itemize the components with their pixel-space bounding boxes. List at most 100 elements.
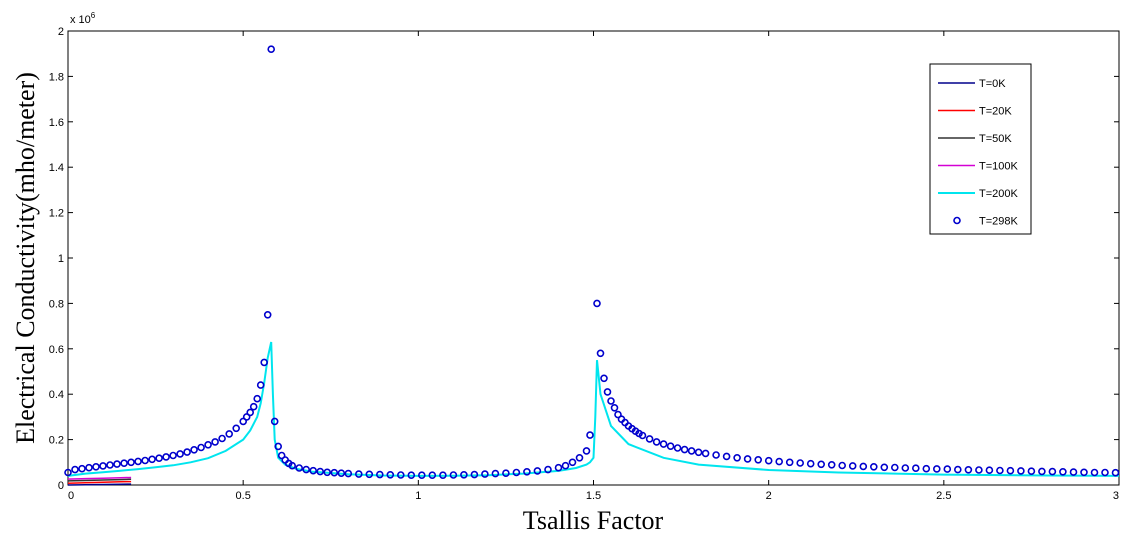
data-point (827, 460, 836, 469)
data-point (533, 467, 542, 475)
series-line-T=100K (67, 476, 132, 480)
data-point (701, 449, 710, 458)
data-point (1101, 468, 1109, 477)
data-point (561, 461, 570, 470)
data-point (155, 454, 163, 463)
data-point (1038, 467, 1046, 476)
x-tick-label-4: 2 (766, 490, 772, 502)
data-point (183, 448, 191, 456)
data-point (659, 440, 668, 448)
y-multiplier: x 106 (70, 11, 96, 26)
data-point (64, 468, 72, 477)
data-point (554, 463, 563, 472)
data-point (901, 464, 910, 472)
data-point (120, 459, 128, 468)
data-point (375, 470, 384, 479)
data-point (232, 424, 240, 433)
legend: T=0K T=20K T=50K T=100K T=200K T=298K (929, 63, 1032, 235)
data-point (596, 349, 605, 358)
data-point (267, 45, 276, 54)
data-point (71, 465, 79, 474)
data-point (386, 470, 395, 479)
data-point (1059, 467, 1067, 476)
data-point (943, 465, 952, 473)
data-point (586, 431, 594, 439)
data-point (239, 417, 247, 426)
data-point (134, 457, 142, 466)
legend-label-T=100K: T=100K (979, 161, 1018, 173)
data-point (113, 460, 121, 468)
y-tick-label-3: 0.6 (49, 344, 64, 356)
y-multiplier-exp: 6 (91, 11, 96, 20)
series-line-T=20K (67, 480, 132, 484)
data-point (78, 464, 86, 473)
y-tick-label-8: 1.6 (49, 117, 64, 129)
data-point (568, 458, 577, 467)
data-point (337, 469, 346, 478)
data-point (890, 463, 899, 472)
y-tick-label-9: 1.8 (49, 71, 64, 83)
data-point (302, 465, 311, 474)
data-point (582, 447, 591, 455)
data-point (610, 403, 619, 412)
data-point (1080, 468, 1088, 477)
data-point (964, 465, 973, 474)
data-point (439, 471, 447, 480)
data-point (932, 465, 941, 473)
y-tick-label-10: 2 (58, 26, 64, 38)
data-point (869, 462, 878, 471)
series-layer (64, 45, 1120, 486)
data-point (785, 458, 794, 467)
data-point (1006, 466, 1015, 475)
data-point (694, 448, 703, 457)
data-point (775, 457, 784, 466)
data-point (645, 435, 654, 443)
data-point (859, 462, 868, 471)
data-point (106, 461, 114, 469)
data-point (274, 442, 283, 451)
data-point (428, 471, 437, 480)
data-point (449, 471, 458, 479)
data-point (344, 469, 353, 478)
data-point (316, 467, 325, 476)
data-point (396, 471, 405, 479)
y-tick-label-5: 1 (58, 253, 64, 265)
data-point (197, 443, 205, 452)
data-point (673, 444, 682, 452)
data-point (614, 410, 622, 419)
x-axis-title: Tsallis Factor (523, 506, 664, 535)
data-point (754, 455, 763, 464)
legend-label-T=20K: T=20K (979, 106, 1012, 118)
data-point (263, 310, 272, 319)
data-point (127, 458, 135, 467)
x-tick-label-2: 1 (415, 490, 421, 502)
data-point (638, 431, 647, 440)
data-point (354, 470, 363, 478)
data-point (733, 453, 741, 462)
y-axis-title: Electrical Conductivity(mho/meter) (11, 72, 40, 444)
data-point (1090, 468, 1099, 477)
legend-entries: T=0K T=20K T=50K T=100K T=200K T=298K (938, 78, 1018, 228)
data-point (593, 299, 601, 308)
data-point (190, 445, 198, 454)
data-point (607, 397, 615, 405)
data-point (817, 460, 826, 469)
axis-tick-labels: 0 0.5 1 1.5 2 2.5 3 0 0.2 0.4 0.6 0.8 1 1.2 1.4 1.6 1.8 2 (49, 26, 1119, 502)
data-point (666, 442, 675, 451)
data-point (309, 466, 318, 475)
data-point (242, 413, 251, 421)
data-point (712, 451, 720, 459)
data-point (953, 465, 962, 474)
y-tick-label-6: 1.2 (49, 208, 64, 220)
y-tick-label-0: 0 (58, 480, 64, 492)
data-point (603, 388, 612, 396)
legend-box (929, 63, 1032, 235)
data-point (295, 464, 304, 472)
data-point (796, 459, 805, 467)
data-point (838, 461, 847, 470)
legend-label-T=200K: T=200K (979, 188, 1018, 200)
y-tick-label-2: 0.4 (49, 389, 64, 401)
x-tick-label-1: 0.5 (236, 490, 251, 502)
y-tick-label-1: 0.2 (49, 435, 64, 447)
